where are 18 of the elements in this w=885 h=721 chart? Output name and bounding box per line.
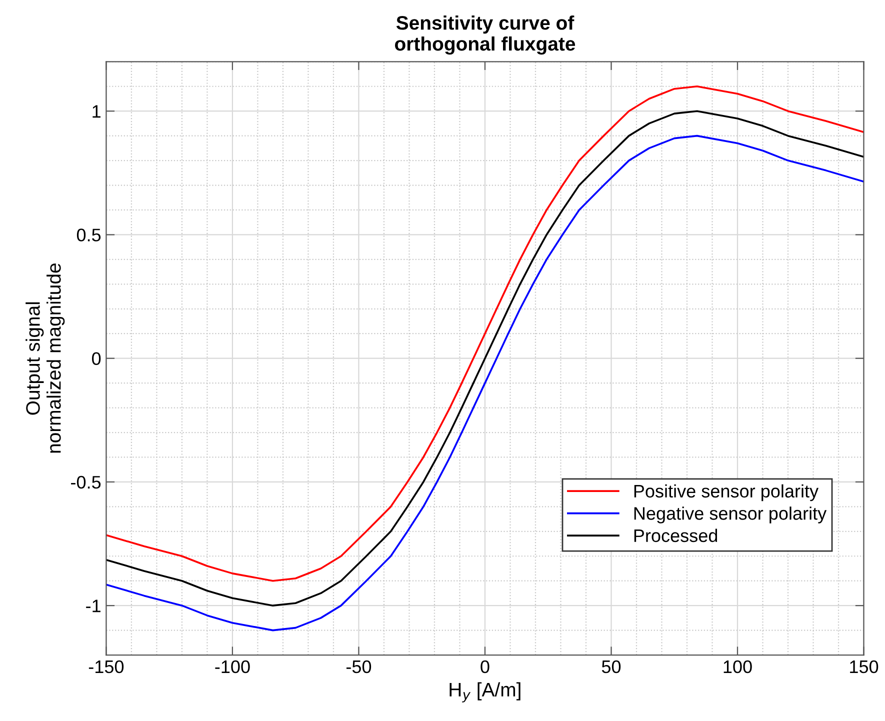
y-axis-title: Output signal normalized magnitude [26,264,65,453]
x-tick-label: 50 [602,660,621,674]
x-tick-label: -150 [88,660,124,674]
y-tick-label: 0 [92,352,101,366]
x-tick-label: -50 [346,660,372,674]
y-tick-label: -0.5 [71,476,101,489]
legend-label: Negative sensor polarity [634,506,827,524]
y-tick-label: 0.5 [76,228,101,242]
chart-title: Sensitivity curve of orthogonal fluxgate [395,16,576,55]
x-tick-label: -100 [215,660,250,674]
x-tick-label: 100 [724,660,752,674]
legend-label: Positive sensor polarity [634,484,819,502]
y-tick-label: 1 [92,105,100,118]
legend-label: Processed [634,528,718,542]
y-tick-label: -1 [86,600,100,612]
x-tick-label: 150 [850,660,878,674]
x-tick-label: 0 [480,660,490,674]
x-axis-title: H$_{y}$ [A/m] [450,682,520,702]
